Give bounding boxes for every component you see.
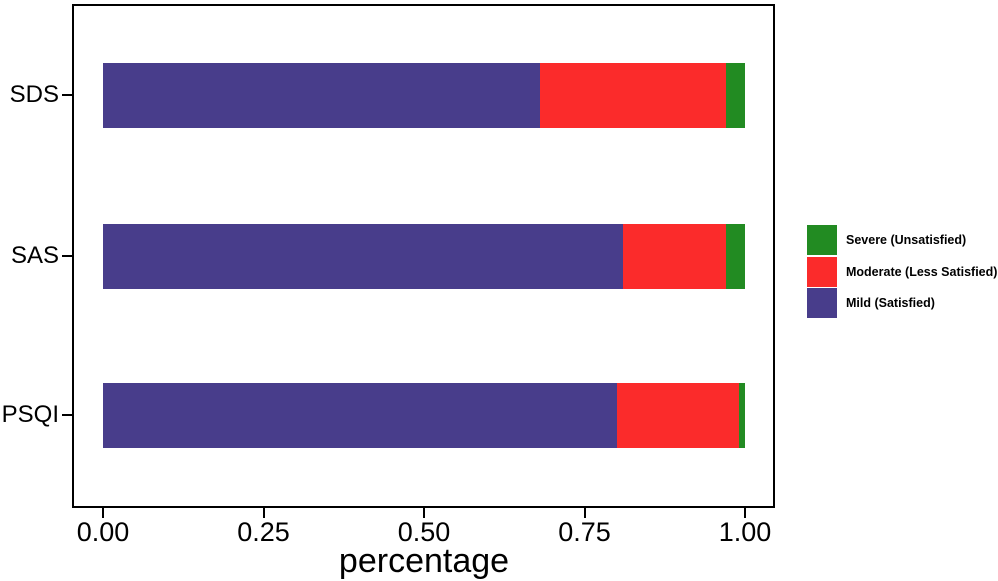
- x-axis-tick: [744, 508, 746, 518]
- bar-row-sds: [103, 62, 745, 128]
- bar-row-sas: [103, 223, 745, 289]
- bar-segment: [103, 62, 540, 128]
- y-axis-tick: [62, 94, 72, 96]
- legend-item: Severe (Unsatisfied): [807, 225, 966, 255]
- legend-color-swatch: [807, 256, 837, 287]
- x-axis-tick: [423, 508, 425, 518]
- x-axis-tick: [583, 508, 586, 518]
- bar-segment: [623, 223, 726, 289]
- y-axis-label-sas: SAS: [10, 242, 59, 269]
- bar-row-psqi: [103, 382, 745, 448]
- legend-item-label: Mild (Satisfied): [846, 296, 935, 310]
- bar-segment: [738, 382, 745, 448]
- x-axis-tick: [102, 508, 104, 518]
- bar-segment: [725, 62, 745, 128]
- bar-segment: [103, 382, 617, 448]
- x-axis-tick-label: 0.75: [558, 517, 611, 547]
- x-axis-tick-label: 0.50: [397, 517, 451, 547]
- legend-color-swatch: [807, 288, 837, 318]
- x-axis-tick: [262, 508, 265, 518]
- legend-item-label: Moderate (Less Satisfied): [846, 264, 998, 279]
- bar-segment: [616, 382, 739, 448]
- x-axis-tick-label: 1.00: [718, 517, 772, 547]
- bar-segment: [103, 223, 624, 289]
- y-axis-tick: [62, 255, 72, 257]
- legend-item: Mild (Satisfied): [807, 288, 935, 318]
- x-axis-tick-label: 0.25: [237, 517, 290, 547]
- legend-item-label: Severe (Unsatisfied): [846, 233, 967, 247]
- x-axis-tick-label: 0.00: [76, 517, 130, 547]
- y-axis-tick: [62, 414, 72, 416]
- y-axis-label-psqi: PSQI: [1, 401, 59, 428]
- x-axis-title: percentage: [338, 542, 510, 580]
- legend-color-swatch: [807, 225, 837, 255]
- bar-segment: [539, 62, 726, 128]
- y-axis-label-sds: SDS: [9, 81, 59, 108]
- bar-segment: [725, 223, 745, 289]
- legend-item: Moderate (Less Satisfied): [807, 256, 998, 287]
